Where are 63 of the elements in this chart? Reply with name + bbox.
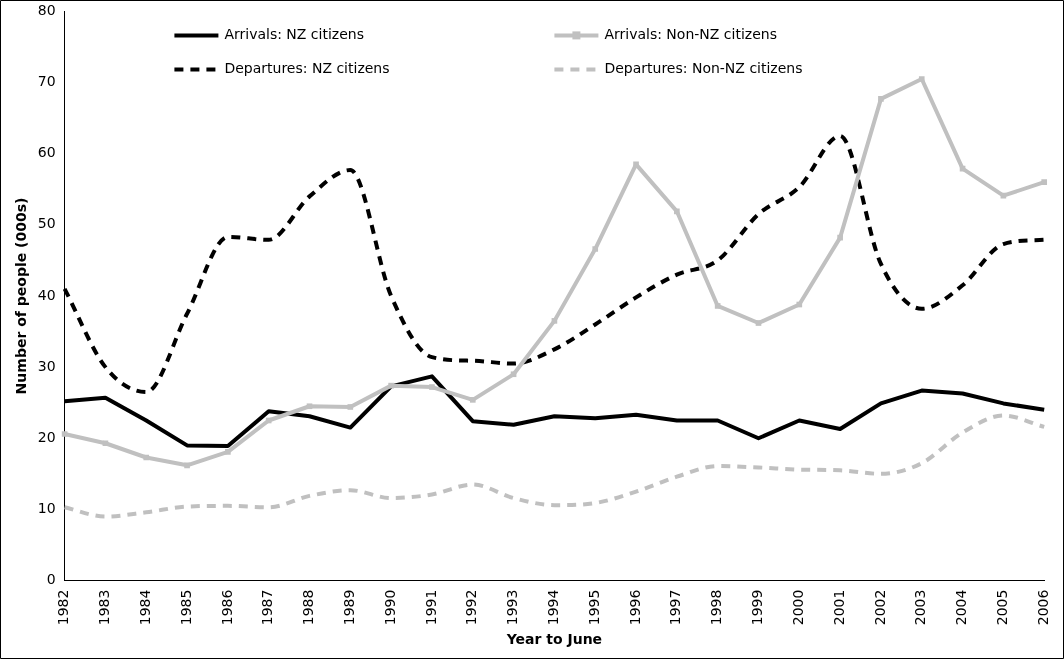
x-tick-label: 1992 (463, 589, 480, 626)
x-tick-label: 1999 (749, 589, 766, 626)
y-tick-label: 40 (37, 286, 56, 303)
point (265, 417, 272, 424)
point (102, 440, 109, 447)
x-tick-label: 2003 (912, 589, 929, 626)
point (1041, 179, 1048, 185)
legend-label: Arrivals: NZ citizens (224, 26, 364, 43)
point (510, 371, 517, 378)
y-tick-label: 50 (37, 215, 56, 232)
point (388, 382, 394, 389)
x-tick-label: 1991 (422, 589, 439, 626)
y-tick-label: 70 (37, 73, 56, 90)
line-series (62, 413, 1047, 519)
x-tick-label: 1996 (626, 589, 643, 626)
point (674, 208, 680, 215)
x-tick-label: 2001 (830, 589, 847, 626)
x-tick-label: 1984 (136, 589, 153, 626)
legend-label: Arrivals: Non-NZ citizens (604, 26, 777, 43)
x-tick-label: 1985 (177, 589, 194, 626)
point (184, 462, 190, 469)
x-tick-label: 1998 (708, 589, 725, 626)
x-tick-label: 1986 (218, 589, 235, 626)
x-tick-label: 1989 (340, 589, 357, 626)
x-tick-label: 2000 (789, 589, 806, 626)
x-tick-label: 2006 (1034, 589, 1051, 626)
y-tick-label: 0 (46, 571, 56, 588)
point (61, 431, 68, 437)
x-tick-label: 1994 (545, 589, 562, 626)
x-tick-label: 1988 (300, 589, 317, 626)
x-tick-label: 2005 (994, 589, 1011, 626)
y-tick-label: 60 (37, 144, 56, 161)
y-tick-label: 20 (37, 428, 56, 445)
x-tick-label: 1997 (667, 589, 684, 626)
x-tick-label: 1982 (55, 589, 72, 626)
x-tick-label: 1990 (381, 589, 398, 626)
point (469, 397, 476, 403)
x-tick-label: 1995 (585, 589, 602, 626)
y-tick-label: 30 (37, 357, 56, 374)
point (306, 403, 313, 410)
x-tick-label: 1987 (259, 589, 276, 626)
point (918, 76, 925, 82)
legend-label: Departures: NZ citizens (224, 60, 390, 77)
legend-label: Departures: Non-NZ citizens (604, 60, 803, 77)
point (592, 246, 599, 252)
point (837, 234, 843, 241)
point (796, 301, 803, 308)
y-axis-title: Number of people (000s) (13, 197, 30, 395)
y-tick-label: 80 (37, 2, 56, 19)
point (429, 384, 435, 390)
x-tick-label: 1983 (96, 589, 113, 626)
point (143, 454, 150, 461)
x-axis-title: Year to June (505, 631, 603, 648)
x-tick-label: 1993 (504, 589, 521, 626)
x-tick-label: 2002 (871, 589, 888, 626)
x-tick-label: 2004 (953, 589, 970, 626)
point (225, 448, 231, 455)
point (551, 318, 558, 324)
point (755, 320, 762, 326)
point (714, 303, 721, 309)
point (878, 96, 884, 102)
point (347, 404, 354, 410)
y-tick-label: 10 (37, 500, 56, 517)
